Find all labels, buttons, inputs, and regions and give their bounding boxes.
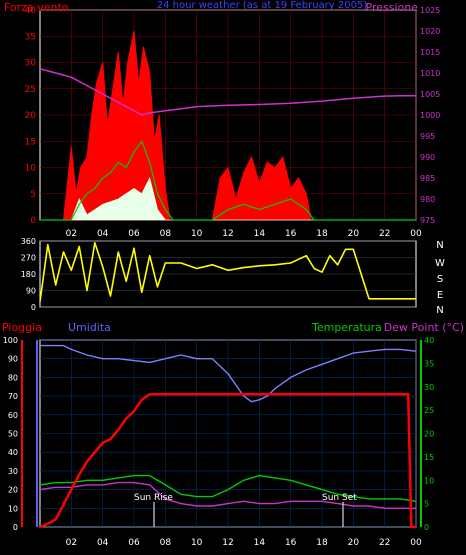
direction-line (39, 242, 416, 302)
bottom-xtick-label: 18 (316, 538, 328, 548)
temperature-title: Temperatura (311, 321, 382, 334)
temperature-ytick-label: 20 (424, 430, 434, 439)
pressure-ytick-label: 980 (420, 195, 435, 204)
wind-xtick-label: 00 (410, 229, 422, 239)
dewpoint-title: Dew Point (°C) (384, 321, 464, 334)
humidity-line (40, 344, 417, 403)
bottom-xtick-label: 20 (348, 538, 360, 548)
sun-rise-label: Sun Rise (134, 493, 173, 503)
temperature-ytick-label: 40 (424, 336, 434, 345)
direction-letter-n-top: N (436, 240, 443, 251)
wind-xtick-label: 04 (97, 229, 109, 239)
pressure-ytick-label: 1025 (420, 6, 440, 15)
wind-xtick-label: 20 (348, 229, 360, 239)
pressure-ytick-label: 1020 (420, 27, 440, 36)
pressure-ytick-label: 985 (420, 174, 435, 183)
rain-ytick-label: 80 (8, 373, 18, 382)
series-layer (39, 30, 417, 529)
wind-xtick-label: 16 (285, 229, 297, 239)
pressure-ytick-label: 1010 (420, 69, 440, 78)
rain-ytick-label: 30 (8, 467, 18, 476)
wind-xtick-label: 10 (191, 229, 203, 239)
pressure-line (39, 68, 416, 116)
bottom-xtick-label: 06 (128, 538, 140, 548)
wind-xtick-label: 06 (128, 229, 140, 239)
bottom-xtick-label: 16 (285, 538, 297, 548)
humidity-title: Umidita (68, 321, 111, 334)
bottom-xtick-label: 08 (160, 538, 172, 548)
direction-ytick-label: 0 (31, 303, 36, 312)
chart-title: 24 hour weather (as at 19 February 2005) (157, 0, 368, 11)
pressure-ytick-label: 1015 (420, 48, 440, 57)
direction-letter-w: W (435, 258, 445, 269)
bottom-xtick-label: 10 (191, 538, 203, 548)
wind-speed-area (40, 30, 416, 221)
bottom-xtick-label: 22 (379, 538, 390, 548)
dewpoint-line (39, 481, 416, 509)
pressure-ytick-label: 1005 (420, 90, 440, 99)
wind-ytick-label: 20 (25, 111, 37, 121)
wind-xtick-label: 18 (316, 229, 328, 239)
bottom-xtick-label: 00 (410, 538, 422, 548)
wind-ytick-label: 35 (25, 32, 36, 42)
wind-xtick-label: 14 (254, 229, 266, 239)
pressure-title: Pressione (366, 1, 419, 14)
temperature-ytick-label: 30 (424, 383, 434, 392)
direction-letter-e: E (437, 290, 443, 301)
temperature-ytick-label: 35 (424, 359, 434, 368)
bottom-xtick-label: 04 (97, 538, 109, 548)
pressure-ytick-label: 1000 (420, 111, 440, 120)
rain-line (39, 392, 416, 529)
direction-ytick-label: 90 (26, 287, 36, 296)
rain-ytick-label: 70 (8, 392, 18, 401)
temperature-line (39, 474, 417, 502)
wind-xtick-label: 22 (379, 229, 390, 239)
sun-set-label: Sun Set (322, 493, 357, 503)
rain-ytick-label: 60 (8, 411, 18, 420)
rain-ytick-label: 20 (8, 486, 18, 495)
rain-title: Pioggia (2, 321, 42, 334)
temperature-ytick-label: 15 (424, 453, 434, 462)
direction-letter-s: S (437, 274, 443, 285)
bottom-xtick-label: 02 (66, 538, 77, 548)
rain-ytick-label: 90 (8, 355, 18, 364)
temperature-ytick-label: 0 (424, 523, 429, 532)
wind-white-area (40, 176, 416, 221)
direction-ytick-label: 360 (21, 237, 36, 246)
pressure-ytick-label: 990 (420, 153, 435, 162)
rain-ytick-label: 10 (8, 504, 18, 513)
wind-title: Forza vento (4, 1, 69, 14)
pressure-ytick-label: 995 (420, 132, 435, 141)
wind-xtick-label: 02 (66, 229, 77, 239)
direction-letter-n-bottom: N (436, 305, 443, 316)
rain-ytick-label: 40 (8, 448, 18, 457)
temperature-ytick-label: 10 (424, 476, 434, 485)
wind-ytick-label: 5 (30, 190, 36, 200)
wind-ytick-label: 10 (25, 164, 37, 174)
bottom-xtick-label: 12 (222, 538, 233, 548)
direction-ytick-label: 180 (21, 270, 36, 279)
wind-green-line (40, 140, 416, 221)
wind-ytick-label: 25 (25, 85, 36, 95)
wind-ytick-label: 40 (25, 6, 37, 16)
rain-ytick-label: 100 (3, 336, 18, 345)
wind-xtick-label: 08 (160, 229, 172, 239)
wind-ytick-label: 0 (30, 216, 36, 226)
pressure-ytick-label: 975 (420, 216, 435, 225)
axis-labels: 0510152025303540975980985990995100010051… (3, 6, 441, 548)
bottom-xtick-label: 14 (254, 538, 266, 548)
wind-xtick-label: 12 (222, 229, 233, 239)
wind-ytick-label: 30 (25, 59, 37, 69)
temperature-ytick-label: 25 (424, 406, 434, 415)
wind-ytick-label: 15 (25, 137, 36, 147)
rain-ytick-label: 0 (13, 523, 18, 532)
temperature-ytick-label: 5 (424, 500, 429, 509)
direction-ytick-label: 270 (21, 254, 36, 263)
rain-ytick-label: 50 (8, 430, 18, 439)
